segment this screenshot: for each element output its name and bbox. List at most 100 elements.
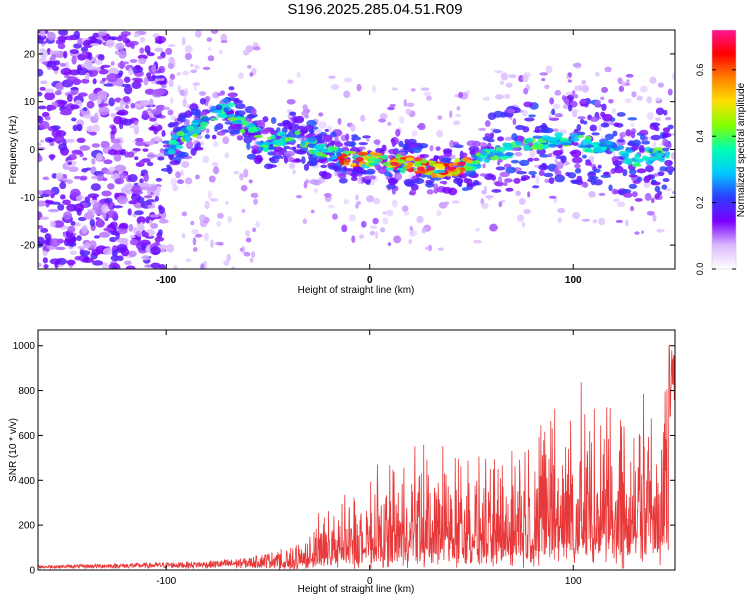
- spectrogram-cell: [98, 68, 109, 75]
- spectrogram-cell: [425, 182, 435, 188]
- spectrogram-cell: [654, 126, 660, 132]
- spectrogram-cell: [600, 174, 612, 179]
- spectrogram-cell: [664, 151, 671, 157]
- spectrogram-cell: [288, 162, 296, 170]
- colorbar-gradient: [712, 30, 736, 269]
- spectrogram-cell: [505, 187, 514, 192]
- spectrogram-cell: [173, 121, 179, 127]
- spectrogram-cell: [62, 178, 70, 182]
- spectrogram-cell: [190, 220, 195, 226]
- spectrogram-cell: [495, 166, 506, 171]
- spectrogram-cell: [168, 144, 177, 150]
- spectrogram-cell: [630, 122, 635, 127]
- spectrogram-cell: [639, 129, 649, 136]
- spectrogram-cell: [585, 161, 592, 166]
- spectrogram-cell: [154, 89, 167, 95]
- spectrogram-cell: [195, 141, 201, 149]
- snr-y-tick-label: 1000: [13, 341, 36, 352]
- spectrogram-cell: [608, 99, 614, 104]
- spectrogram-cell: [280, 136, 286, 142]
- spectrogram-cell: [267, 146, 277, 150]
- spectrogram-cell: [615, 219, 624, 223]
- spectrogram-cell: [43, 264, 49, 269]
- spectrogram-cell: [499, 171, 510, 178]
- spectrogram-cell: [176, 130, 185, 137]
- spectrogram-cell: [169, 140, 178, 145]
- spectrogram-cell: [627, 141, 634, 146]
- spectrogram-cell: [171, 134, 179, 140]
- spectrogram-cell: [59, 194, 66, 200]
- spectrogram-cell: [382, 161, 394, 167]
- spectrogram-cell: [216, 221, 222, 227]
- spectrogram-cell: [355, 157, 364, 162]
- spectrogram-cell: [38, 142, 42, 147]
- spectrogram-cell: [543, 172, 554, 178]
- spectrogram-cell: [455, 113, 462, 118]
- spectrogram-cell: [186, 125, 195, 132]
- snr-x-tick-label: 100: [565, 576, 582, 587]
- spectrogram-cell: [641, 155, 649, 161]
- spectrogram-cell: [408, 238, 413, 245]
- spectrogram-cell: [292, 146, 297, 152]
- spectrogram-cell: [572, 142, 579, 146]
- spectrogram-cell: [122, 96, 131, 103]
- spectrogram-cell: [338, 173, 347, 179]
- spectrogram-cell: [67, 225, 76, 234]
- spectrogram-cell: [82, 114, 93, 119]
- spectrogram-cell: [139, 47, 145, 54]
- spectrogram-cell: [535, 175, 540, 184]
- spectrogram-cell: [520, 177, 527, 182]
- spectrogram-y-axis-label: Frequency (Hz): [8, 116, 19, 185]
- spectrogram-cell: [161, 84, 167, 89]
- spectrogram-cell: [157, 156, 165, 161]
- spectrogram-cell: [328, 75, 336, 79]
- spectrogram-cell: [95, 152, 103, 161]
- spectrogram-cell: [320, 172, 332, 180]
- spectrogram-cell: [47, 208, 59, 213]
- spectrogram-cell: [79, 145, 91, 151]
- spectrogram-cell: [227, 215, 232, 223]
- spectrogram-cell: [118, 34, 128, 39]
- spectrogram-cell: [497, 176, 503, 183]
- spectrogram-cell: [273, 139, 282, 144]
- spectrogram-cell: [128, 40, 139, 46]
- spectrogram-cell: [335, 151, 342, 157]
- spectrogram-cell: [242, 49, 250, 56]
- spectrogram-cell: [218, 49, 223, 55]
- spectrogram-cell: [398, 140, 404, 148]
- spectrogram-cell: [560, 142, 571, 146]
- spectrogram-cell: [198, 91, 207, 96]
- spectrogram-cell: [205, 128, 210, 134]
- snr-x-axis-label: Height of straight line (km): [298, 584, 415, 595]
- spectrogram-cell: [567, 104, 573, 112]
- spectrogram-y-tick-label: -20: [21, 241, 36, 252]
- spectrogram-cell: [69, 49, 79, 55]
- spectrogram-cell: [420, 158, 428, 164]
- spectrogram-cell: [436, 209, 442, 217]
- spectrogram-cell: [350, 162, 357, 167]
- spectrogram-cell: [39, 86, 46, 91]
- spectrogram-cell: [334, 135, 339, 143]
- spectrogram-cell: [280, 131, 287, 136]
- spectrogram-cell: [449, 110, 453, 119]
- spectrogram-cell: [127, 174, 138, 183]
- spectrogram-cell: [585, 144, 594, 148]
- spectrogram-cell: [108, 67, 120, 75]
- spectrogram-cell: [245, 237, 252, 243]
- spectrogram-cell: [153, 75, 165, 79]
- spectrogram-cell: [572, 90, 576, 96]
- spectrogram-cell: [210, 117, 219, 121]
- spectrogram-cell: [212, 166, 220, 175]
- spectrogram-cell: [245, 229, 251, 237]
- spectrogram-cell: [236, 135, 244, 141]
- spectrogram-cell: [67, 161, 73, 165]
- spectrogram-cell: [612, 108, 616, 114]
- spectrogram-cell: [199, 214, 207, 222]
- spectrogram-cell: [101, 140, 107, 146]
- spectrogram-cell: [215, 104, 223, 111]
- spectrogram-cell: [117, 61, 126, 69]
- spectrogram-cell: [396, 167, 408, 171]
- spectrogram-cell: [580, 101, 587, 105]
- snr-x-tick-label: -100: [156, 576, 176, 587]
- spectrogram-cell: [456, 105, 461, 111]
